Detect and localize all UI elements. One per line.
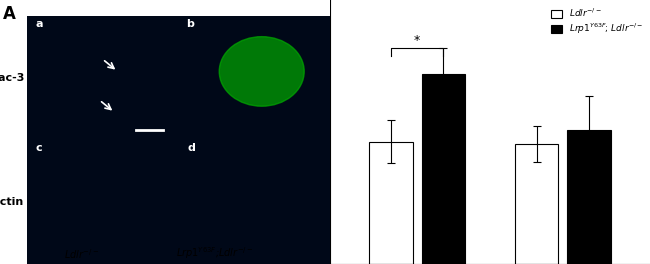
Text: $Lrp1^{Y63F}$;$Ldlr^{-/-}$: $Lrp1^{Y63F}$;$Ldlr^{-/-}$	[176, 246, 254, 261]
Bar	[369, 142, 413, 264]
Circle shape	[219, 37, 304, 106]
Text: A: A	[3, 5, 16, 23]
Text: a: a	[36, 19, 43, 29]
Bar	[422, 74, 465, 264]
Text: $Ldlr^{-/-}$: $Ldlr^{-/-}$	[64, 248, 99, 261]
Bar	[567, 130, 611, 264]
Text: *: *	[414, 34, 421, 47]
Text: b: b	[186, 19, 194, 29]
Legend: $Ldlr^{-/-}$, $Lrp1^{Y63F}$; $Ldlr^{-/-}$: $Ldlr^{-/-}$, $Lrp1^{Y63F}$; $Ldlr^{-/-}…	[549, 4, 645, 38]
Text: Mac-3: Mac-3	[0, 73, 24, 83]
Bar	[515, 144, 558, 264]
Text: α-actin: α-actin	[0, 197, 24, 207]
Text: c: c	[36, 144, 42, 153]
Text: d: d	[187, 144, 195, 153]
Y-axis label: Positive staining area
(Ratio of lesion size): Positive staining area (Ratio of lesion …	[274, 76, 295, 188]
